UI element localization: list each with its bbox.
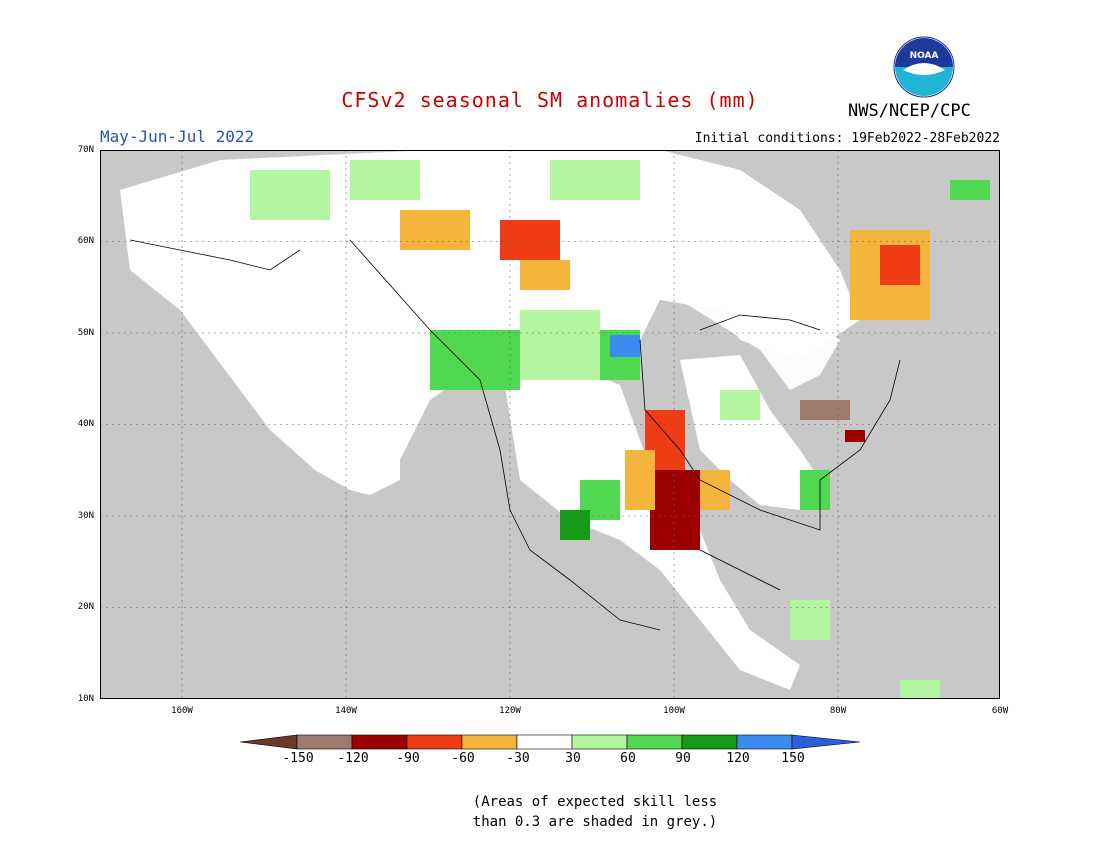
lat-label: 60N (77, 236, 94, 246)
colorbar-label: -60 (451, 751, 475, 766)
colorbar-cell (626, 734, 683, 750)
coastlines (129, 239, 901, 631)
anomaly-patches (250, 160, 990, 699)
logo-text: NOAA (910, 51, 939, 61)
colorbar-cell (406, 734, 463, 750)
colorbar-cell (296, 734, 353, 750)
anomaly-map (100, 150, 1000, 699)
colorbar-cell (516, 734, 573, 750)
lat-label: 50N (77, 328, 94, 338)
colorbar-label: 120 (726, 751, 750, 766)
colorbar (240, 734, 860, 750)
colorbar-label: -150 (282, 751, 314, 766)
lon-label: 60W (991, 706, 1009, 716)
forecast-period: May-Jun-Jul 2022 (100, 127, 255, 146)
agency-label: NWS/NCEP/CPC (848, 101, 971, 121)
map-title: CFSv2 seasonal SM anomalies (mm) (341, 88, 759, 112)
colorbar-label: 90 (675, 751, 691, 766)
skill-note-line2: than 0.3 are shaded in grey.) (472, 814, 718, 830)
noaa-logo: NOAA (893, 36, 955, 98)
lon-label: 160W (171, 706, 193, 716)
initial-conditions: Initial conditions: 19Feb2022-28Feb2022 (694, 131, 1000, 146)
colorbar-cell (736, 734, 793, 750)
lon-label: 80W (829, 706, 847, 716)
colorbar-label: -30 (506, 751, 530, 766)
lat-label: 70N (77, 145, 94, 155)
colorbar-label: 30 (565, 751, 581, 766)
colorbar-cell (351, 734, 408, 750)
skill-note: (Areas of expected skill less than 0.3 a… (0, 792, 1100, 832)
colorbar-label: -90 (396, 751, 420, 766)
colorbar-cell (791, 734, 860, 750)
lon-label: 100W (663, 706, 685, 716)
lat-label: 40N (77, 419, 94, 429)
colorbar-cell (461, 734, 518, 750)
lat-label: 20N (77, 602, 94, 612)
colorbar-label: 60 (620, 751, 636, 766)
colorbar-cell (571, 734, 628, 750)
skill-note-line1: (Areas of expected skill less (472, 794, 718, 810)
lat-label: 10N (77, 694, 94, 704)
graticule (100, 150, 1000, 699)
colorbar-cell (240, 734, 298, 750)
lat-label: 30N (77, 511, 94, 521)
lon-label: 140W (335, 706, 357, 716)
colorbar-cell (681, 734, 738, 750)
lon-label: 120W (499, 706, 521, 716)
colorbar-label: -120 (337, 751, 369, 766)
colorbar-label: 150 (781, 751, 805, 766)
